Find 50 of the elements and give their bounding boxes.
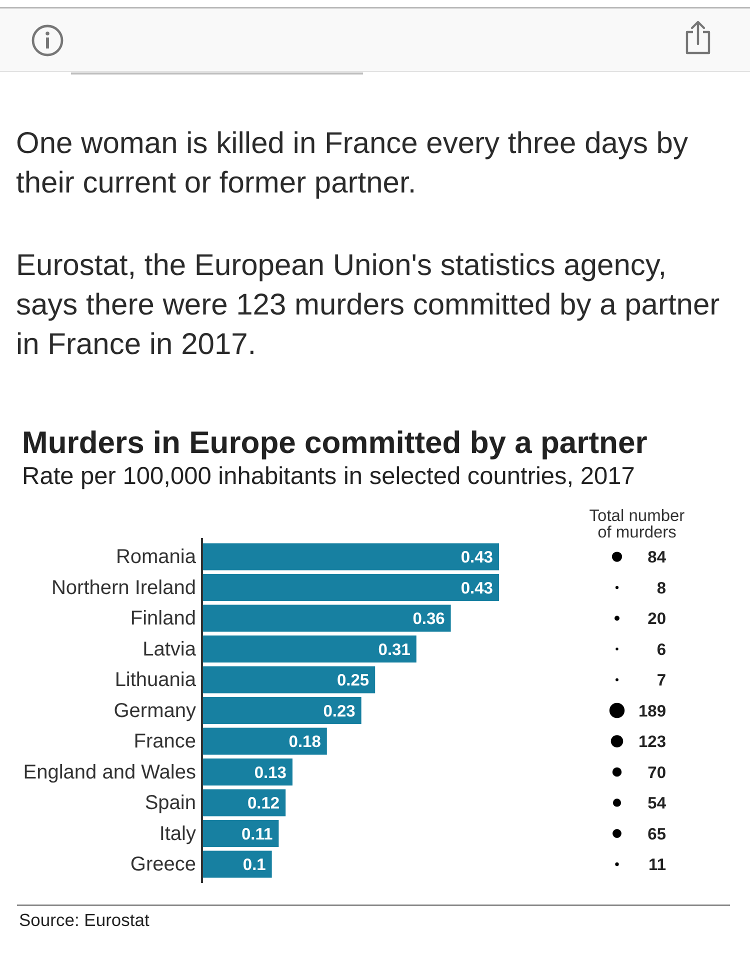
bar [203, 789, 286, 816]
data-label: 123 [638, 733, 666, 752]
data-label: 0.12 [247, 794, 280, 813]
bar [203, 574, 499, 602]
y-tick-label: Romania [116, 546, 197, 568]
data-label: 0.11 [242, 825, 273, 844]
data-label: 70 [648, 764, 666, 782]
data-label: 7 [656, 672, 666, 690]
data-label: 189 [638, 702, 666, 720]
data-label: 84 [648, 548, 667, 567]
text: Total number of murders [589, 507, 686, 542]
data-label: 0.13 [254, 764, 286, 782]
chart-title: Murders in Europe committed by a partner [22, 425, 648, 460]
y-tick-label: Greece [130, 854, 196, 876]
data-label: 0.23 [323, 702, 356, 720]
bar [203, 636, 416, 662]
y-tick-label: France [134, 730, 196, 753]
data-label: 0.31 [378, 640, 410, 659]
y-tick-label: England and Wales [23, 761, 196, 784]
data-label: 20 [648, 610, 666, 628]
data-label: 6 [656, 640, 666, 659]
data-label: 65 [648, 825, 666, 844]
y-tick-label: Finland [130, 608, 196, 630]
text: Eurostat, the European Union's statistics agency, says there were 123 murders committed by a partner in France in 2017. [16, 249, 720, 361]
bar [203, 543, 499, 570]
data-label: 0.43 [460, 548, 493, 567]
data-label: 0.25 [336, 672, 370, 690]
data-label: 54 [648, 794, 667, 813]
y-tick-label: Lithuania [114, 669, 197, 692]
y-tick-label: Northern Ireland [51, 576, 196, 599]
bar [203, 697, 362, 724]
y-tick-label: Latvia [142, 638, 197, 660]
bar [203, 850, 272, 878]
bar [203, 820, 279, 847]
bar [203, 758, 292, 786]
data-label: 11 [648, 856, 666, 874]
data-label: 0.1 [242, 856, 266, 874]
data-label: 8 [656, 579, 666, 598]
y-tick-label: Italy [159, 822, 196, 845]
chart-subtitle: Rate per 100,000 inhabitants in selected countries, 2017 [22, 463, 635, 490]
y-tick-label: Spain [144, 792, 196, 814]
y-tick-label: Germany [114, 700, 196, 722]
text: One woman is killed in France every three days by their current or former partner. [16, 127, 688, 200]
bar [203, 666, 376, 694]
source-note: Source: Eurostat [19, 910, 150, 930]
data-label: 0.18 [288, 733, 321, 752]
bar [203, 604, 451, 632]
data-label: 0.36 [412, 610, 445, 628]
bar [203, 728, 327, 755]
data-label: 0.43 [460, 579, 493, 598]
